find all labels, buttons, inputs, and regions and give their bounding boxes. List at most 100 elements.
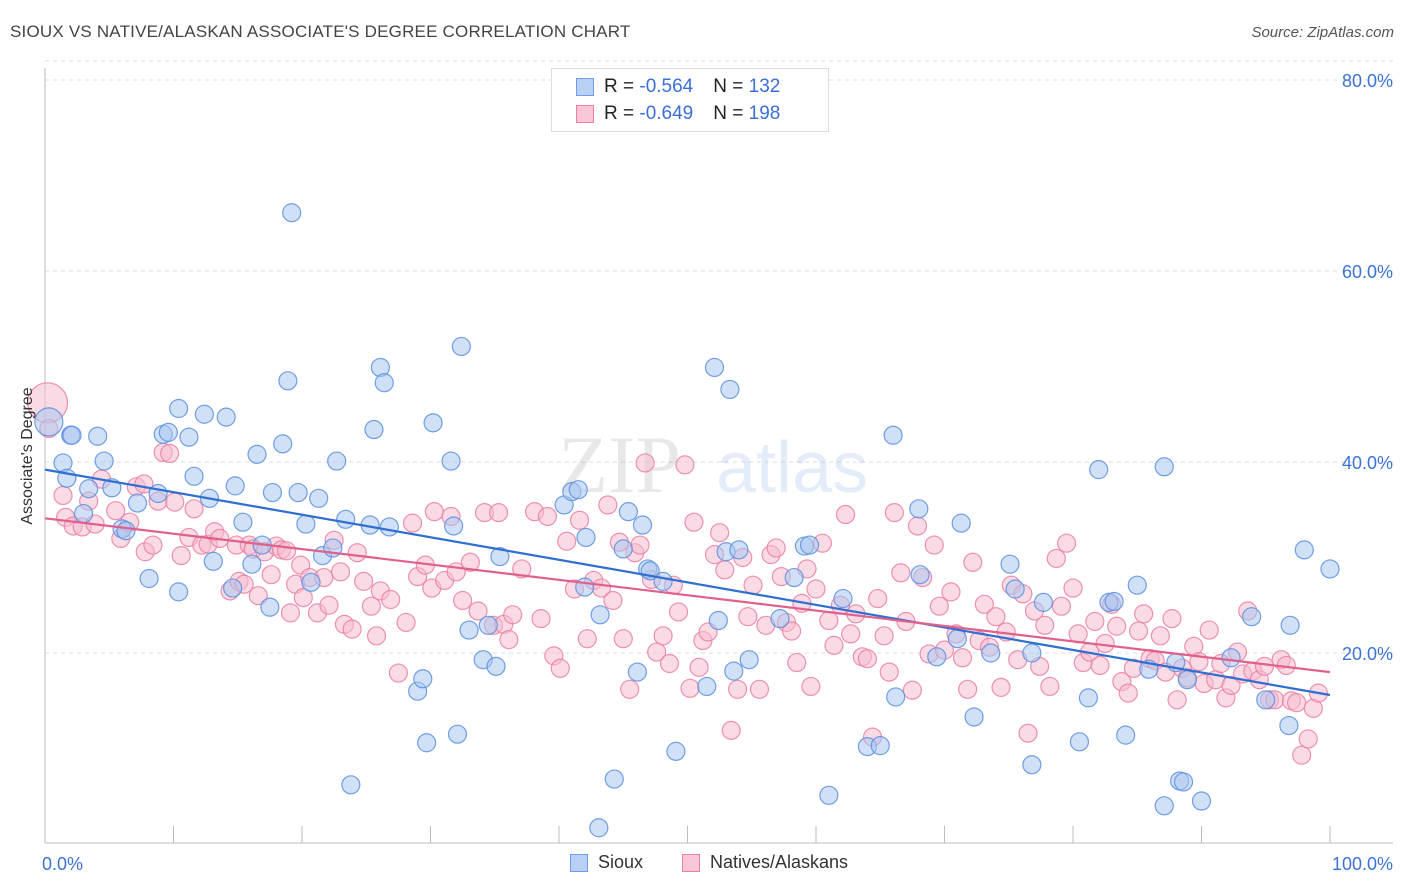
natives-point: [835, 504, 856, 525]
sioux-point: [909, 499, 929, 519]
axes: [44, 68, 1393, 844]
sioux-point: [590, 605, 610, 625]
sioux-point: [1033, 592, 1054, 612]
natives-point: [453, 590, 473, 611]
natives-point: [620, 679, 640, 699]
natives-point: [1085, 611, 1105, 632]
sioux-point: [184, 466, 204, 486]
sioux-point: [194, 404, 214, 424]
natives-point: [991, 677, 1011, 697]
natives-point: [787, 652, 807, 673]
natives-point: [680, 678, 700, 698]
natives-point: [902, 680, 922, 700]
sioux-point: [296, 514, 316, 534]
natives-point: [603, 590, 623, 611]
sioux-point: [216, 407, 236, 427]
chart-title: SIOUX VS NATIVE/ALASKAN ASSOCIATE'S DEGR…: [10, 22, 631, 41]
sioux-point: [886, 687, 906, 707]
sioux-point: [88, 426, 108, 446]
sioux-point: [341, 775, 361, 795]
natives-point: [781, 621, 802, 641]
natives-point: [261, 565, 281, 585]
natives-point: [557, 531, 577, 551]
sioux-point: [327, 451, 347, 471]
natives-point: [512, 559, 532, 579]
legend-n-label: N =: [713, 103, 749, 124]
sioux-point: [459, 620, 479, 640]
natives-point: [659, 653, 680, 674]
sioux-point: [1005, 579, 1025, 599]
natives-point: [891, 563, 911, 583]
sioux-point: [223, 578, 243, 598]
natives-point: [924, 535, 944, 555]
natives-point: [710, 523, 730, 543]
sioux-point: [720, 379, 740, 400]
sioux-point: [139, 568, 159, 589]
natives-point: [675, 455, 695, 475]
sioux-point: [336, 509, 356, 529]
natives-point: [106, 501, 126, 521]
sioux-point: [724, 661, 744, 681]
natives-point: [184, 499, 204, 519]
sioux-point: [604, 769, 624, 789]
natives-point: [1167, 690, 1187, 710]
sioux-point: [490, 546, 510, 567]
sioux-point: [613, 539, 633, 559]
sioux-point: [568, 480, 588, 500]
sioux-point: [697, 676, 717, 697]
sioux-point: [870, 736, 890, 756]
natives-point: [1199, 620, 1219, 640]
sioux-trend-line: [44, 468, 1331, 697]
natives-point: [613, 629, 633, 649]
sioux-point: [423, 413, 443, 433]
watermark: ZIP atlas: [558, 419, 868, 510]
y-tick-label: 80.0%: [1342, 71, 1393, 91]
sioux-point: [1089, 460, 1109, 480]
sioux-point: [1280, 615, 1300, 635]
sioux-point: [833, 588, 853, 609]
natives-point: [868, 588, 888, 609]
sioux-point: [34, 407, 64, 437]
watermark-atlas: atlas: [716, 428, 868, 508]
natives-point: [1134, 604, 1154, 624]
tick-labels: 20.0% 40.0% 60.0% 80.0% 0.0% 100.0%: [42, 71, 1393, 874]
trend-lines: [44, 468, 1331, 697]
natives-point: [342, 619, 362, 639]
sioux-point: [729, 540, 749, 560]
sioux-point: [1116, 725, 1136, 745]
sioux-point: [444, 516, 464, 536]
sioux-point: [927, 647, 947, 667]
legend-n-value: 132: [748, 76, 781, 97]
natives-point: [347, 543, 367, 563]
natives-point: [668, 602, 689, 622]
natives-point: [598, 495, 618, 515]
legend-swatch-sioux: [576, 78, 594, 96]
natives-point: [958, 679, 978, 699]
natives-point: [165, 492, 185, 512]
legend-r-label: R =: [604, 76, 640, 97]
sioux-point: [278, 371, 298, 391]
sioux-point: [770, 609, 790, 629]
natives-point: [171, 545, 191, 566]
natives-point: [424, 502, 444, 522]
sioux-point: [653, 571, 673, 591]
sioux-point: [309, 488, 329, 508]
sioux-point: [627, 662, 647, 682]
natives-point: [728, 679, 748, 699]
x-tick-label-end: 100.0%: [1332, 854, 1393, 874]
legend-row-sioux: R = -0.564 N = 132: [576, 75, 780, 99]
natives-point: [1286, 693, 1307, 713]
sioux-point: [819, 785, 839, 805]
natives-point: [653, 626, 673, 646]
y-tick-label: 60.0%: [1342, 262, 1393, 282]
natives-point: [824, 635, 844, 655]
bottom-legend-natives: Natives/Alaskans: [682, 852, 848, 873]
sioux-point: [116, 521, 136, 541]
sioux-point: [288, 482, 308, 503]
legend-n-value: 198: [748, 103, 781, 124]
source-label: Source: ZipAtlas.com: [1251, 24, 1394, 41]
sioux-point: [79, 479, 99, 499]
legend-r-value: -0.564: [639, 76, 694, 97]
sioux-point: [127, 493, 148, 513]
sioux-point: [1177, 670, 1197, 690]
